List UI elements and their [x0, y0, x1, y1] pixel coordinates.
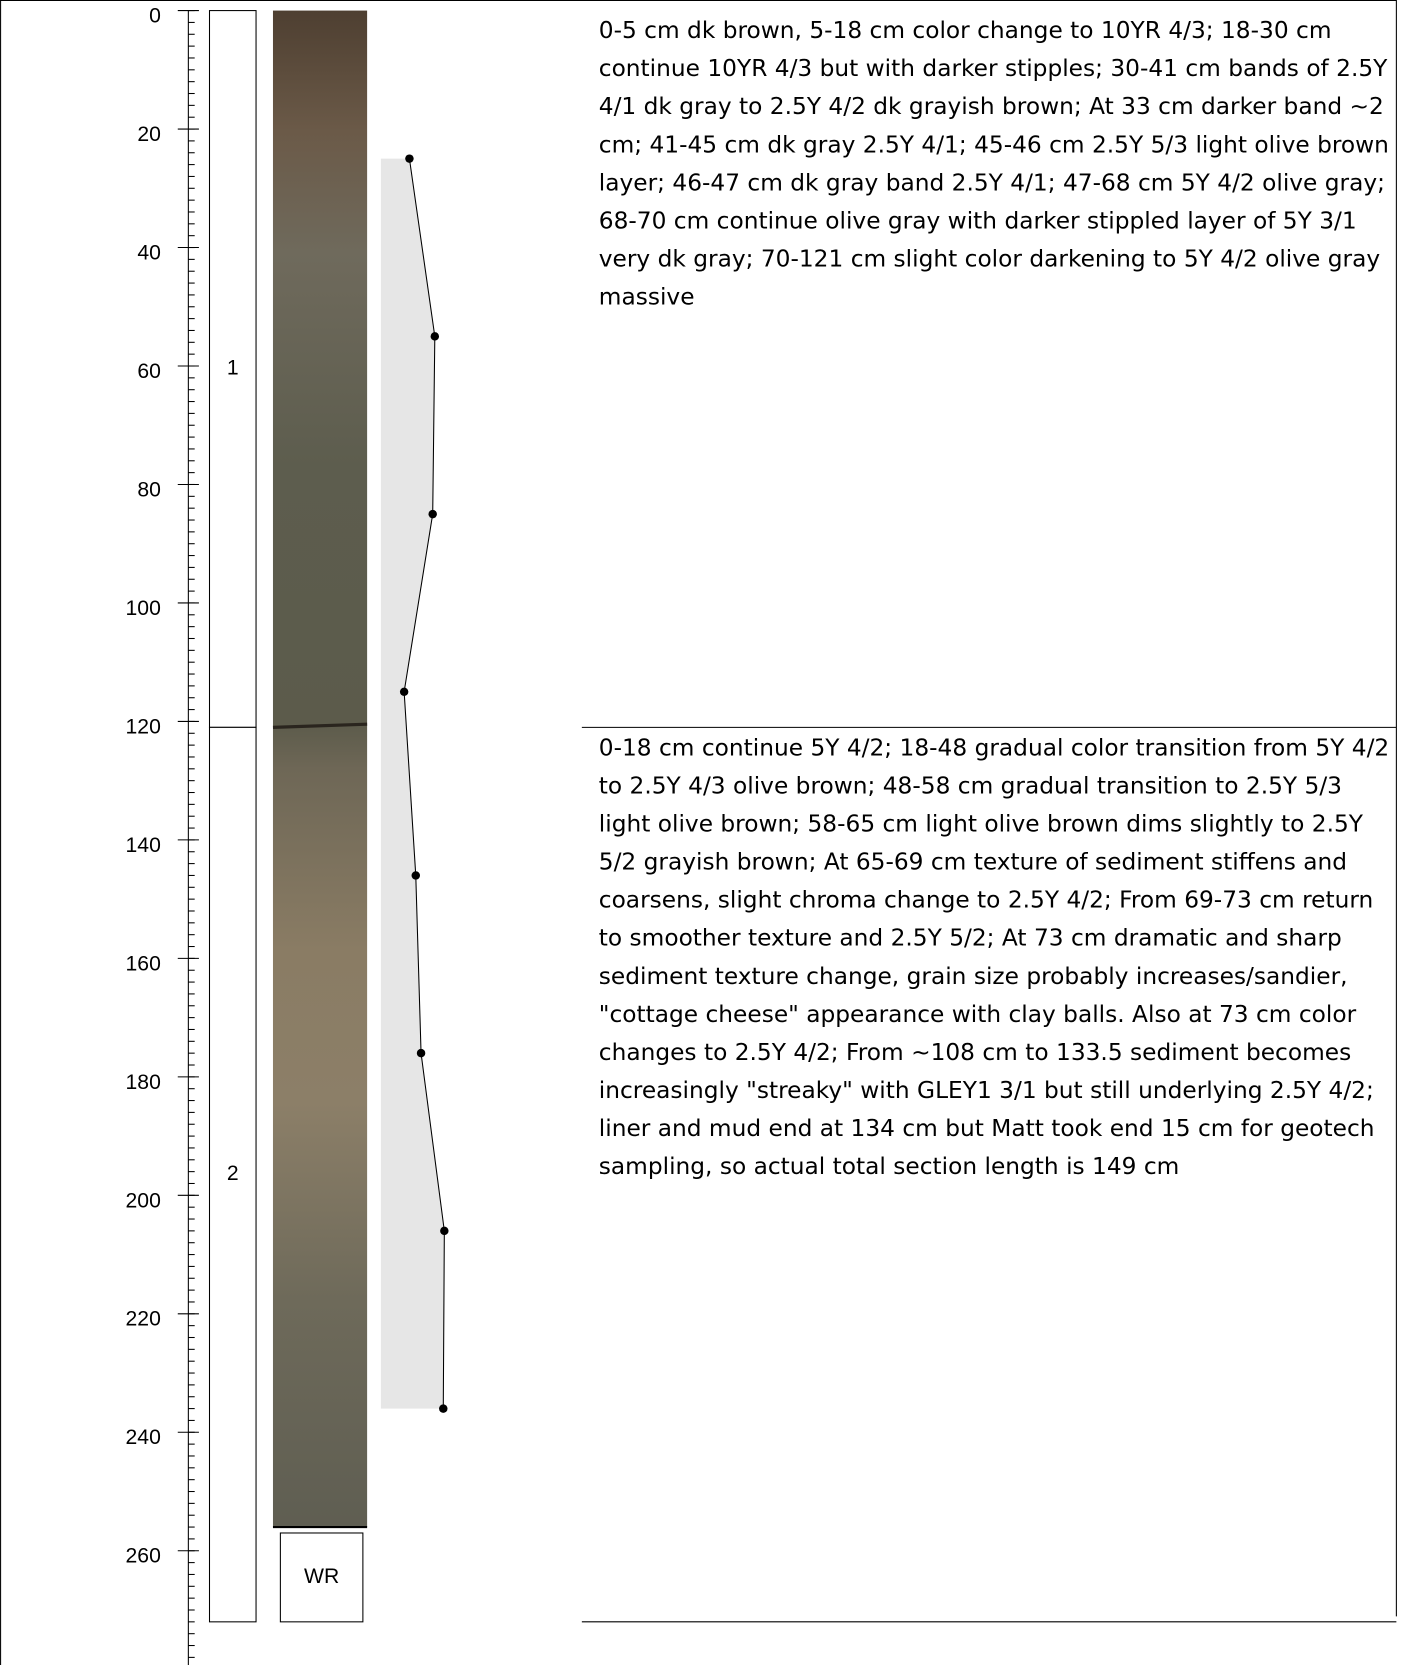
section-label: 1	[227, 357, 239, 380]
description-box: 0-18 cm continue 5Y 4/2; 18-48 gradual c…	[598, 734, 1390, 1181]
profile-point	[411, 871, 421, 880]
profile-line	[403, 158, 445, 1409]
y-tick-label: 140	[126, 834, 161, 857]
profile-point	[399, 687, 409, 697]
core-photo	[272, 10, 368, 1528]
profile-point	[416, 1048, 426, 1058]
y-tick-label: 180	[126, 1071, 161, 1094]
profile-area	[380, 158, 445, 1409]
description-text: 0-5 cm dk brown, 5-18 cm color change to…	[598, 17, 1389, 311]
y-tick-label: 40	[137, 241, 161, 264]
description-text: 0-18 cm continue 5Y 4/2; 18-48 gradual c…	[598, 734, 1390, 1181]
section-box	[208, 726, 257, 1623]
whole-round-box	[279, 1532, 364, 1623]
y-tick-label: 100	[126, 597, 161, 620]
y-tick-label: 240	[126, 1426, 161, 1449]
y-tick-label: 0	[149, 5, 161, 28]
y-tick-label: 160	[126, 952, 161, 975]
y-tick-label: 260	[126, 1545, 161, 1568]
description-box: 0-5 cm dk brown, 5-18 cm color change to…	[598, 17, 1389, 311]
profile-point	[440, 1226, 449, 1236]
y-tick-label: 200	[126, 1189, 161, 1212]
section-box	[208, 10, 257, 728]
whole-round-label: WR	[304, 1565, 339, 1588]
profile-point	[428, 509, 437, 519]
y-tick-label: 80	[137, 478, 161, 501]
core-break	[272, 722, 368, 729]
y-tick-label: 220	[126, 1308, 161, 1331]
y-tick-label: 60	[137, 360, 161, 383]
y-tick-label: 120	[126, 715, 161, 738]
profile-point	[430, 332, 440, 341]
profile-point	[439, 1404, 448, 1413]
y-tick-label: 280	[126, 1663, 161, 1665]
y-tick-label: 20	[137, 123, 161, 146]
profile-point	[405, 154, 414, 163]
section-label: 2	[227, 1162, 239, 1185]
